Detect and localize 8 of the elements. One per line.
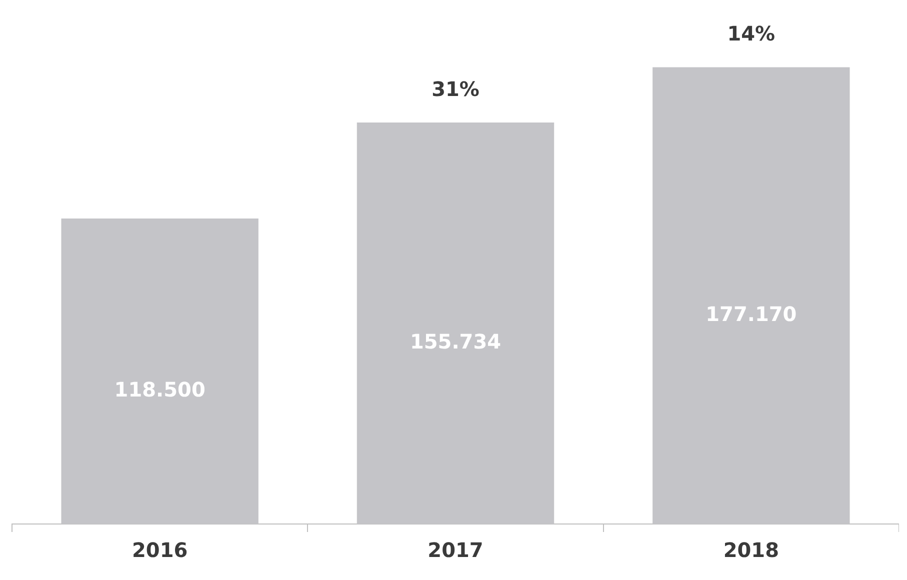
data-label: 177.170 — [706, 302, 797, 326]
x-tick-label: 2017 — [428, 538, 484, 562]
annotation: 14% — [727, 22, 776, 46]
data-label: 155.734 — [410, 329, 502, 354]
annotation: 31% — [432, 76, 480, 101]
x-tick-label: 2018 — [723, 538, 780, 562]
x-tick-label: 2016 — [132, 538, 188, 562]
data-label: 118.500 — [114, 377, 206, 402]
